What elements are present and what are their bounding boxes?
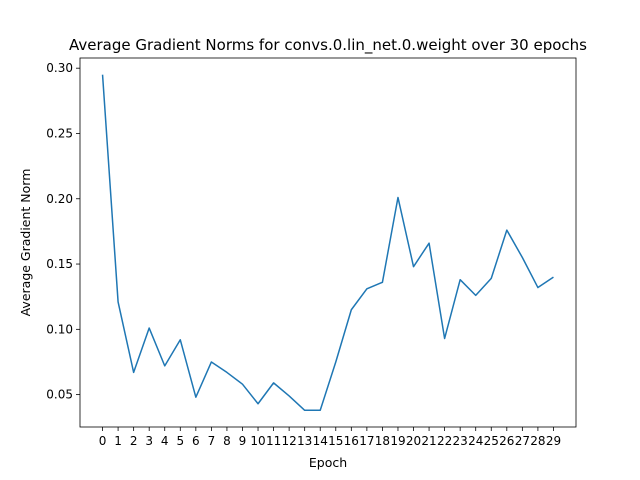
x-tick-label: 29	[546, 434, 561, 448]
x-tick-label: 17	[359, 434, 374, 448]
y-tick-label: 0.15	[46, 257, 73, 271]
series-line	[101, 74, 554, 412]
x-tick-label: 7	[208, 434, 216, 448]
x-tick-label: 21	[421, 434, 436, 448]
x-tick-label: 20	[406, 434, 421, 448]
x-tick-label: 16	[344, 434, 359, 448]
x-tick-label: 8	[223, 434, 231, 448]
x-tick-label: 15	[328, 434, 343, 448]
x-tick-label: 0	[99, 434, 107, 448]
x-tick-label: 5	[176, 434, 184, 448]
x-tick-label: 4	[161, 434, 169, 448]
x-tick-label: 24	[468, 434, 483, 448]
y-tick-label: 0.25	[46, 126, 73, 140]
x-tick-label: 14	[313, 434, 328, 448]
x-axis-label: Epoch	[309, 455, 347, 470]
x-tick-label: 10	[250, 434, 265, 448]
x-tick-label: 26	[499, 434, 514, 448]
x-axis-ticks: 0 1 2 3 4 5 6 7 8 9 10 11 12 13 14 15 16 17 18 19 20 21 22 23 24…	[99, 427, 561, 448]
y-tick-label: 0.30	[46, 61, 73, 75]
x-tick-label: 9	[239, 434, 247, 448]
x-tick-label: 23	[453, 434, 468, 448]
x-tick-label: 19	[390, 434, 405, 448]
x-tick-label: 13	[297, 434, 312, 448]
x-tick-label: 11	[266, 434, 281, 448]
x-tick-label: 27	[515, 434, 530, 448]
x-tick-label: 28	[530, 434, 545, 448]
x-tick-label: 3	[145, 434, 153, 448]
chart-title: Average Gradient Norms for convs.0.lin_n…	[69, 36, 587, 55]
y-axis-ticks: 0.05 0.10 0.15 0.20 0.25 0.30	[46, 61, 80, 402]
x-tick-label: 1	[114, 434, 122, 448]
x-tick-label: 18	[375, 434, 390, 448]
y-axis-label: Average Gradient Norm	[18, 169, 33, 317]
y-tick-label: 0.10	[46, 322, 73, 336]
x-tick-label: 25	[484, 434, 499, 448]
axes-frame	[79, 57, 577, 428]
x-tick-label: 12	[281, 434, 296, 448]
y-tick-label: 0.20	[46, 192, 73, 206]
x-tick-label: 2	[130, 434, 138, 448]
y-tick-label: 0.05	[46, 388, 73, 402]
x-tick-label: 22	[437, 434, 452, 448]
x-tick-label: 6	[192, 434, 200, 448]
